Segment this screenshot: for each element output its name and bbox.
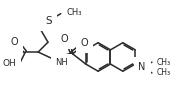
- Text: O: O: [11, 37, 18, 47]
- Text: NH: NH: [55, 58, 68, 67]
- Text: CH₃: CH₃: [67, 8, 82, 17]
- Text: OH: OH: [3, 59, 17, 68]
- Text: S: S: [46, 16, 52, 26]
- Text: CH₃: CH₃: [157, 68, 171, 77]
- Text: O: O: [61, 34, 69, 44]
- Text: O: O: [81, 38, 88, 48]
- Text: CH₃: CH₃: [157, 58, 171, 67]
- Text: N: N: [138, 62, 146, 72]
